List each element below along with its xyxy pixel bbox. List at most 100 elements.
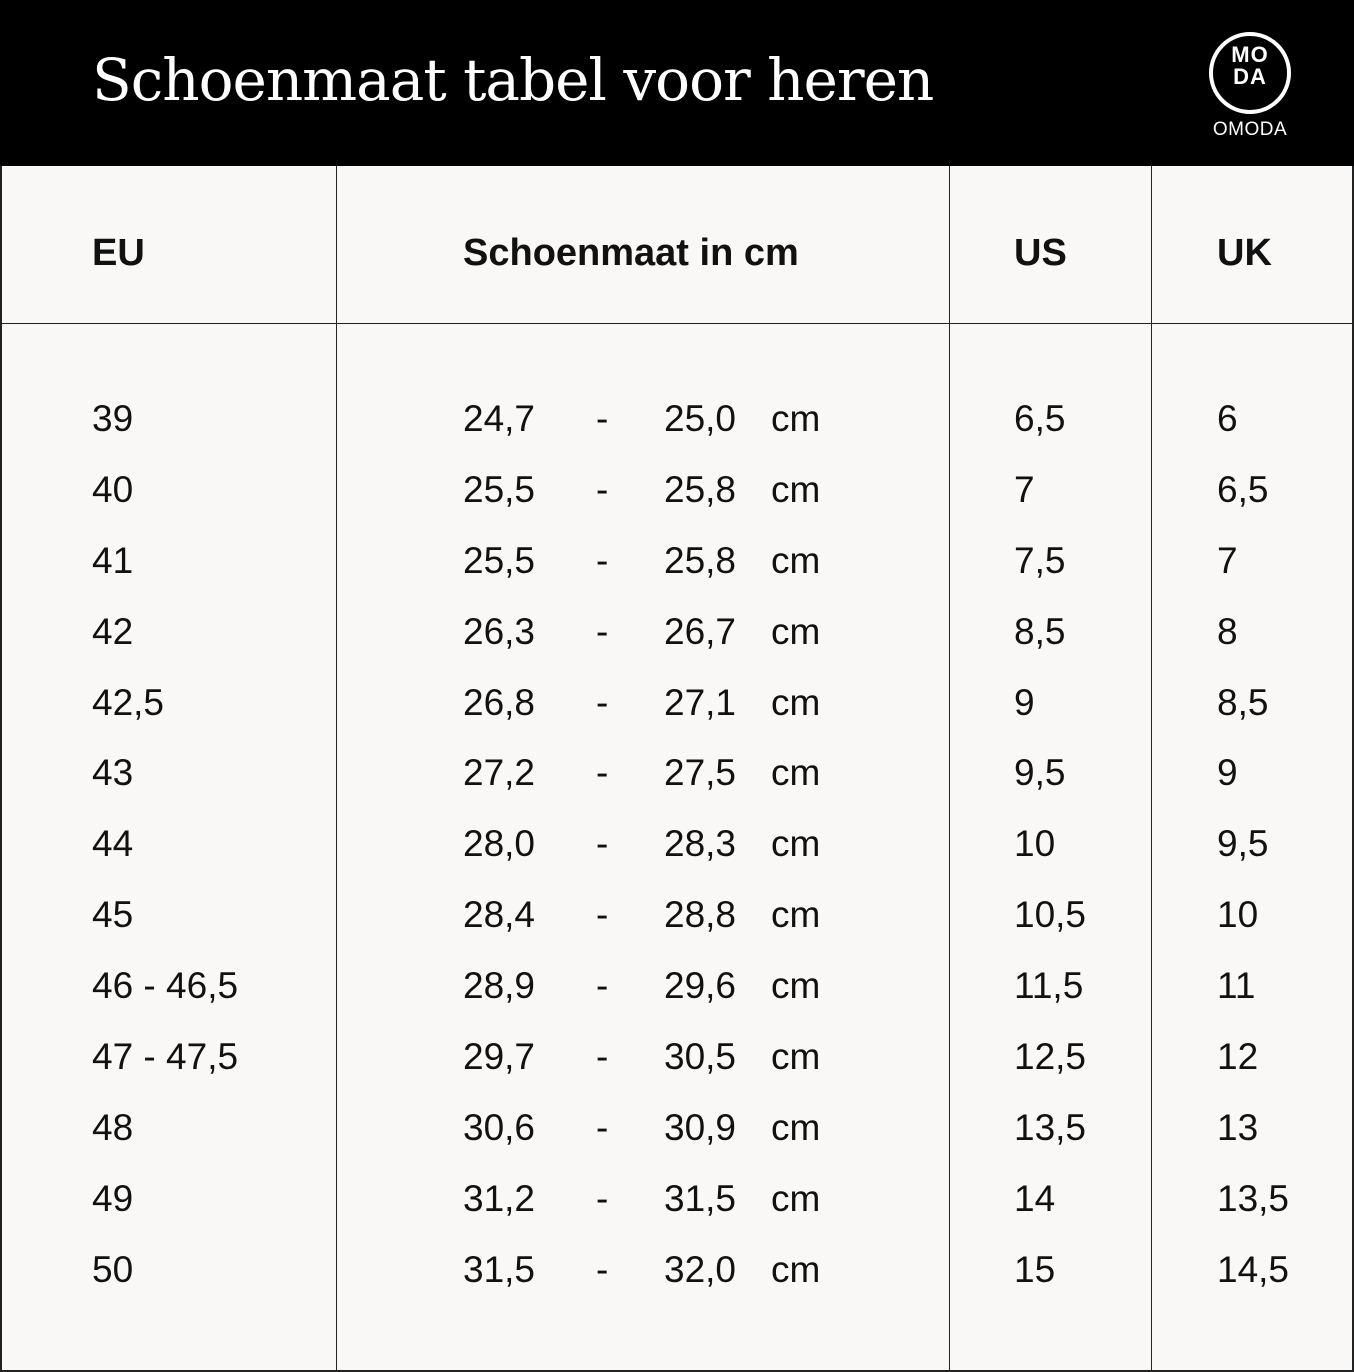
cell-cm-to: 28,3 (664, 823, 737, 865)
size-table: EU Schoenmaat in cm US UK 39 24,7 - 25,0 cm 6… (0, 166, 1354, 1372)
cell-unit: cm (771, 965, 821, 1007)
cell-eu: 48 (92, 1106, 134, 1148)
cell-us: 12,5 (1014, 1036, 1087, 1078)
cell-unit: cm (771, 398, 821, 439)
cell-unit: cm (771, 823, 821, 865)
table-row: 44 28,0 - 28,3 cm 10 9,5 (2, 819, 1354, 890)
cell-cm-to: 30,9 (664, 1106, 737, 1148)
cell-cm-to: 27,1 (664, 681, 737, 723)
cell-us: 7 (1014, 468, 1035, 510)
cell-cm-from: 31,2 (463, 1177, 536, 1219)
cell-eu: 50 (92, 1248, 134, 1290)
cell-cm-to: 32,0 (664, 1248, 737, 1290)
cell-unit: cm (771, 1177, 821, 1219)
cell-uk: 8,5 (1217, 681, 1269, 723)
table-row: 50 31,5 - 32,0 cm 15 14,5 (2, 1245, 1354, 1316)
cell-uk: 6 (1217, 398, 1238, 439)
cell-eu: 42,5 (92, 681, 165, 723)
cell-cm-to: 25,0 (664, 398, 737, 439)
table-row: 47 - 47,5 29,7 - 30,5 cm 12,5 12 (2, 1032, 1354, 1103)
column-header-eu: EU (92, 232, 145, 274)
table-body: 39 24,7 - 25,0 cm 6,5 6 40 25,5 - 25,8 cm 7 6,5 41 25,5… (2, 394, 1354, 1316)
cell-eu: 42 (92, 610, 134, 652)
cell-cm-from: 29,7 (463, 1036, 536, 1078)
cell-cm-from: 27,2 (463, 752, 536, 794)
cell-us: 10,5 (1014, 894, 1087, 936)
cell-dash: - (596, 1248, 609, 1290)
cell-unit: cm (771, 1106, 821, 1148)
cell-unit: cm (771, 894, 821, 936)
cell-cm-to: 31,5 (664, 1177, 737, 1219)
cell-eu: 41 (92, 539, 134, 581)
cell-uk: 11 (1217, 965, 1256, 1007)
logo-wordmark: OMODA (1212, 119, 1288, 140)
logo-mark-top: MO (1231, 42, 1269, 67)
table-row: 39 24,7 - 25,0 cm 6,5 6 (2, 394, 1354, 465)
cell-us: 7,5 (1014, 539, 1066, 581)
cell-cm-from: 25,5 (463, 539, 536, 581)
column-divider (949, 166, 950, 1372)
table-row: 41 25,5 - 25,8 cm 7,5 7 (2, 536, 1354, 607)
page-title: Schoenmaat tabel voor heren (92, 46, 934, 114)
cell-cm-to: 25,8 (664, 539, 737, 581)
cell-cm-from: 26,3 (463, 610, 536, 652)
cell-dash: - (596, 1106, 609, 1148)
cell-cm-to: 29,6 (664, 965, 737, 1007)
column-divider (336, 166, 337, 1372)
cell-dash: - (596, 965, 609, 1007)
cell-eu: 43 (92, 752, 134, 794)
cell-dash: - (596, 823, 609, 865)
cell-unit: cm (771, 610, 821, 652)
cell-eu: 44 (92, 823, 134, 865)
cell-cm-from: 25,5 (463, 468, 536, 510)
cell-us: 14 (1014, 1177, 1056, 1219)
cell-eu: 40 (92, 468, 134, 510)
cell-cm-from: 28,9 (463, 965, 536, 1007)
cell-dash: - (596, 681, 609, 723)
cell-us: 13,5 (1014, 1106, 1087, 1148)
table-row: 42,5 26,8 - 27,1 cm 9 8,5 (2, 678, 1354, 749)
cell-uk: 8 (1217, 610, 1238, 652)
table-row: 45 28,4 - 28,8 cm 10,5 10 (2, 890, 1354, 961)
cell-eu: 45 (92, 894, 134, 936)
cell-eu: 47 - 47,5 (92, 1036, 239, 1078)
header-bar: Schoenmaat tabel voor heren MO DA OMODA (0, 0, 1354, 166)
cell-dash: - (596, 1177, 609, 1219)
cell-cm-to: 25,8 (664, 468, 737, 510)
column-header-us: US (1014, 232, 1067, 274)
table-row: 46 - 46,5 28,9 - 29,6 cm 11,5 11 (2, 961, 1354, 1032)
cell-dash: - (596, 894, 609, 936)
table-row: 43 27,2 - 27,5 cm 9,5 9 (2, 748, 1354, 819)
cell-us: 9,5 (1014, 752, 1066, 794)
table-row: 49 31,2 - 31,5 cm 14 13,5 (2, 1174, 1354, 1245)
column-header-uk: UK (1217, 232, 1272, 274)
cell-cm-from: 28,0 (463, 823, 536, 865)
cell-dash: - (596, 468, 609, 510)
cell-dash: - (596, 752, 609, 794)
cell-uk: 14,5 (1217, 1248, 1290, 1290)
cell-us: 11,5 (1014, 965, 1084, 1007)
cell-cm-from: 30,6 (463, 1106, 536, 1148)
cell-cm-from: 24,7 (463, 398, 536, 439)
table-row: 48 30,6 - 30,9 cm 13,5 13 (2, 1103, 1354, 1174)
cell-unit: cm (771, 681, 821, 723)
column-header-cm: Schoenmaat in cm (463, 232, 799, 274)
cell-cm-from: 26,8 (463, 681, 536, 723)
cell-dash: - (596, 398, 609, 439)
cell-cm-from: 31,5 (463, 1248, 536, 1290)
cell-unit: cm (771, 468, 821, 510)
cell-uk: 9 (1217, 752, 1238, 794)
omoda-logo: MO DA OMODA (1200, 30, 1300, 142)
cell-uk: 9,5 (1217, 823, 1269, 865)
table-row: 40 25,5 - 25,8 cm 7 6,5 (2, 465, 1354, 536)
cell-cm-to: 28,8 (664, 894, 737, 936)
cell-uk: 6,5 (1217, 468, 1269, 510)
cell-us: 15 (1014, 1248, 1056, 1290)
cell-cm-to: 30,5 (664, 1036, 737, 1078)
cell-unit: cm (771, 1248, 821, 1290)
logo-circle (1209, 32, 1291, 114)
column-divider (1151, 166, 1152, 1372)
cell-us: 10 (1014, 823, 1056, 865)
cell-cm-from: 28,4 (463, 894, 536, 936)
cell-uk: 7 (1217, 539, 1238, 581)
